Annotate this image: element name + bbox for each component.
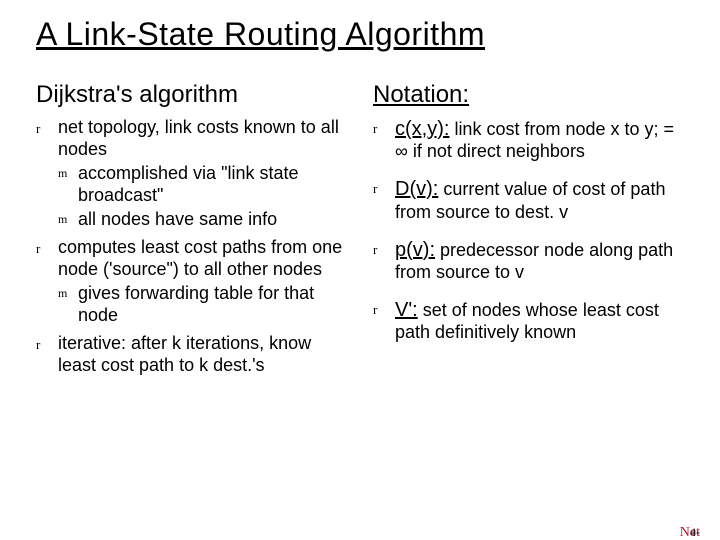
right-column: Notation: r c(x,y): link cost from node … (373, 81, 684, 380)
left-heading: Dijkstra's algorithm (36, 81, 347, 109)
list-item: r net topology, link costs known to all … (36, 117, 347, 233)
list-item: r computes least cost paths from one nod… (36, 237, 347, 329)
notation-term: V': (395, 299, 418, 321)
sub-item-text: all nodes have same info (78, 209, 347, 231)
page-number: 4-19 (680, 526, 700, 540)
notation-term: c(x,y): (395, 118, 449, 140)
bullet-r: r (36, 117, 58, 233)
bullet-r: r (373, 238, 395, 284)
bullet-r: r (36, 333, 58, 377)
sub-item: m all nodes have same info (58, 209, 347, 231)
left-list: r net topology, link costs known to all … (36, 117, 347, 376)
bullet-r: r (373, 177, 395, 223)
list-item-text: iterative: after k iterations, know leas… (58, 333, 311, 375)
notation-item: r c(x,y): link cost from node x to y; = … (373, 117, 684, 163)
notation-term: D(v): (395, 178, 438, 200)
notation-body: V': set of nodes whose least cost path d… (395, 298, 684, 344)
sub-item-text: accomplished via "link state broadcast" (78, 163, 347, 207)
list-item-body: computes least cost paths from one node … (58, 237, 347, 329)
bullet-m: m (58, 209, 78, 231)
left-column: Dijkstra's algorithm r net topology, lin… (36, 81, 347, 380)
notation-term: p(v): (395, 239, 435, 261)
bullet-r: r (373, 298, 395, 344)
columns: Dijkstra's algorithm r net topology, lin… (36, 81, 684, 380)
notation-list: r c(x,y): link cost from node x to y; = … (373, 117, 684, 344)
slide-title: A Link-State Routing Algorithm (36, 16, 684, 53)
bullet-m: m (58, 163, 78, 207)
notation-desc: set of nodes whose least cost path defin… (395, 300, 659, 342)
footer: 4-19 Net (680, 526, 700, 540)
list-item-text: net topology, link costs known to all no… (58, 117, 339, 159)
bullet-r: r (373, 117, 395, 163)
notation-desc: predecessor node along path from source … (395, 240, 673, 282)
list-item-body: net topology, link costs known to all no… (58, 117, 347, 233)
notation-body: D(v): current value of cost of path from… (395, 177, 684, 223)
right-heading: Notation: (373, 81, 684, 109)
bullet-r: r (36, 237, 58, 329)
bullet-m: m (58, 283, 78, 327)
notation-body: c(x,y): link cost from node x to y; = ∞ … (395, 117, 684, 163)
notation-item: r p(v): predecessor node along path from… (373, 238, 684, 284)
notation-item: r V': set of nodes whose least cost path… (373, 298, 684, 344)
right-heading-text: Notation: (373, 81, 469, 108)
sub-item: m gives forwarding table for that node (58, 283, 347, 327)
notation-body: p(v): predecessor node along path from s… (395, 238, 684, 284)
list-item: r iterative: after k iterations, know le… (36, 333, 347, 377)
slide-page: A Link-State Routing Algorithm Dijkstra'… (0, 0, 720, 540)
notation-item: r D(v): current value of cost of path fr… (373, 177, 684, 223)
sub-item-text: gives forwarding table for that node (78, 283, 347, 327)
list-item-text: computes least cost paths from one node … (58, 237, 342, 279)
sub-item: m accomplished via "link state broadcast… (58, 163, 347, 207)
list-item-body: iterative: after k iterations, know leas… (58, 333, 347, 377)
